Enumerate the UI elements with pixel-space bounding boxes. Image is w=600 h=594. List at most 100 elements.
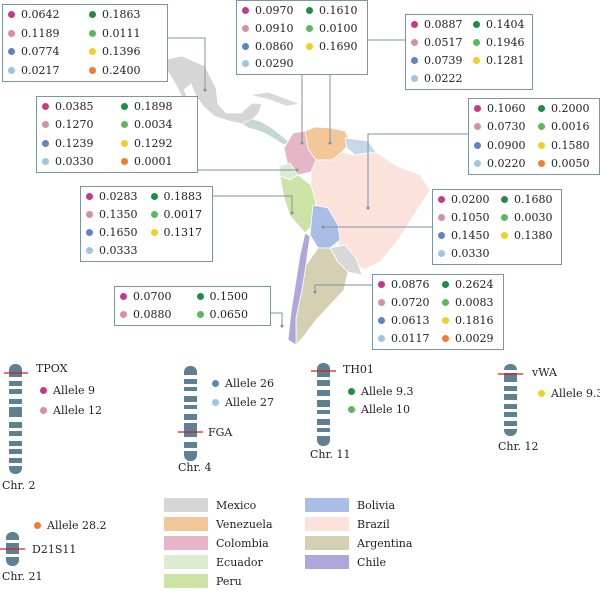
frequency-cell: 0.0117	[378, 332, 434, 345]
frequency-cell: 0.0880	[120, 308, 189, 321]
marker-dot	[538, 105, 545, 112]
frequency-cell: 0.0517	[411, 36, 465, 49]
marker-dot	[378, 317, 385, 324]
legend-item: Colombia	[164, 536, 269, 550]
marker-dot	[474, 105, 481, 112]
frequency-value: 0.0720	[391, 296, 430, 309]
marker-dot	[378, 335, 385, 342]
frequency-cell: 0.1680	[501, 193, 556, 206]
marker-dot	[89, 29, 96, 37]
frequency-value: 0.0017	[163, 208, 203, 221]
frequency-value: 0.0034	[134, 118, 173, 132]
marker-dot	[442, 299, 449, 306]
marker-dot	[442, 317, 449, 324]
frequency-value: 0.1680	[514, 193, 553, 206]
frequency-cell: 0.1292	[121, 137, 192, 150]
frequency-cell: 0.0034	[121, 118, 192, 131]
frequency-cell: 0.1404	[473, 18, 527, 31]
chromosome-label-21: Chr. 21	[2, 570, 43, 583]
legend-item: Peru	[164, 574, 242, 588]
allele-item: Allele 12	[40, 404, 102, 417]
frequency-value: 0.0217	[21, 63, 60, 77]
legend-item: Brazil	[305, 517, 390, 531]
chromosome-label-4: Chr. 4	[178, 461, 212, 474]
frequency-cell: 0.0876	[378, 278, 434, 291]
frequency-value: 0.0333	[99, 244, 138, 257]
marker-dot	[473, 21, 480, 28]
allele-item: Allele 28.2	[34, 519, 107, 532]
frequency-box-argentina: 0.0876 0.2624 0.0720 0.0083 0.0613 0.1816 0.01…	[372, 274, 504, 350]
frequency-cell: 0.0017	[150, 208, 208, 221]
frequency-cell: 0.1317	[150, 226, 208, 239]
marker-dot	[34, 522, 41, 529]
legend-swatch	[164, 536, 208, 550]
marker-dot	[42, 121, 49, 129]
frequency-box-mexico: 0.0642 0.1863 0.1189 0.0111 0.0774 0.1396 0.02…	[2, 4, 168, 82]
marker-dot	[473, 57, 480, 64]
marker-dot	[306, 42, 313, 50]
frequency-cell: 0.0222	[411, 72, 465, 85]
frequency-cell: 0.0111	[89, 27, 162, 40]
frequency-value: 0.1060	[487, 102, 526, 115]
frequency-cell: 0.0970	[242, 4, 298, 17]
legend-swatch	[305, 498, 349, 512]
frequency-cell: 0.0050	[538, 157, 594, 170]
frequency-value: 0.1239	[55, 136, 94, 150]
marker-dot	[501, 214, 508, 221]
frequency-value: 0.0910	[255, 21, 294, 35]
marker-dot	[438, 250, 445, 257]
legend-swatch	[164, 555, 208, 569]
frequency-value: 0.1050	[451, 211, 490, 224]
frequency-cell: 0.0650	[196, 308, 266, 321]
marker-dot	[120, 293, 127, 300]
marker-fga: FGA	[208, 426, 233, 439]
allele-item: Allele 27	[212, 396, 274, 409]
frequency-cell: 0.1050	[438, 211, 493, 224]
frequency-value: 0.1816	[455, 314, 494, 327]
frequency-value: 0.1380	[514, 229, 553, 242]
legend-swatch	[164, 517, 208, 531]
legend-item: Ecuador	[164, 555, 263, 569]
frequency-cell: 0.1189	[8, 27, 81, 40]
frequency-cell: 0.0217	[8, 64, 81, 77]
frequency-box-bolivia: 0.0200 0.1680 0.1050 0.0030 0.1450 0.1380 0.03…	[432, 189, 562, 265]
marker-d21s11: D21S11	[32, 543, 77, 556]
frequency-value: 0.0730	[487, 120, 526, 134]
frequency-value: 0.0016	[551, 120, 590, 134]
frequency-value: 0.0330	[55, 154, 94, 168]
frequency-value: 0.1610	[319, 4, 358, 17]
frequency-value: 0.1580	[551, 138, 590, 152]
frequency-cell: 0.0016	[538, 120, 594, 133]
frequency-value: 0.0283	[99, 190, 138, 203]
legend-item: Chile	[305, 555, 386, 569]
frequency-cell: 0.1898	[121, 100, 192, 113]
marker-dot	[501, 232, 508, 239]
marker-dot	[538, 141, 545, 149]
frequency-value: 0.1270	[55, 118, 94, 132]
frequency-value: 0.1404	[486, 18, 525, 31]
frequency-cell: 0.2624	[442, 278, 498, 291]
chromosome-11	[311, 363, 336, 446]
marker-dot	[8, 66, 15, 74]
frequency-cell: 0.0333	[86, 244, 143, 257]
marker-dot	[121, 121, 128, 129]
frequency-value: 0.1350	[99, 208, 138, 221]
marker-dot	[474, 123, 481, 131]
legend-item: Argentina	[305, 536, 412, 550]
marker-dot	[473, 39, 480, 46]
frequency-value: 0.1863	[102, 8, 141, 21]
marker-dot	[474, 141, 481, 149]
frequency-cell: 0.1580	[538, 139, 594, 152]
frequency-value: 0.0083	[455, 296, 494, 309]
frequency-value: 0.0030	[514, 211, 553, 224]
marker-dot	[442, 335, 449, 342]
frequency-value: 0.2400	[102, 63, 141, 77]
marker-dot	[86, 247, 93, 254]
marker-dot	[196, 293, 204, 300]
frequency-value: 0.1946	[486, 36, 525, 49]
frequency-cell: 0.0900	[474, 139, 530, 152]
frequency-cell: 0.0330	[438, 247, 493, 260]
allele-item: Allele 10	[348, 403, 410, 416]
